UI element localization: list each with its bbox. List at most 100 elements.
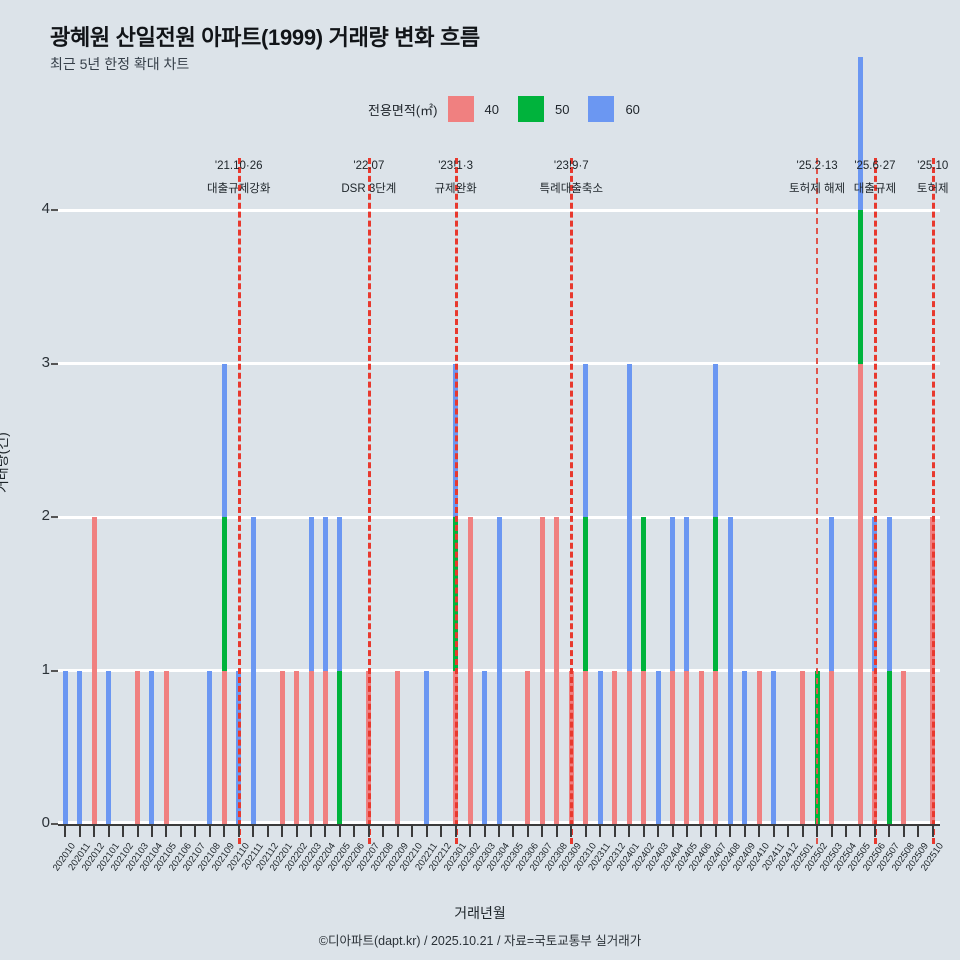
y-axis-title: 거래량(건) (0, 432, 10, 493)
bar-202203-40[interactable] (308, 670, 314, 824)
bar-202204-40[interactable] (322, 670, 328, 824)
event-date-202510: '25.10 (917, 160, 949, 172)
bar-202311-60[interactable] (597, 670, 603, 824)
x-tick-202308 (555, 824, 558, 837)
bar-202401-40[interactable] (626, 670, 632, 824)
bar-202209-40[interactable] (395, 670, 401, 824)
bar-202104-60[interactable] (149, 670, 155, 824)
event-date-202207: '22.07 (353, 160, 385, 172)
x-tick-202106 (179, 824, 182, 837)
x-tick-202508 (902, 824, 905, 837)
gridline-3 (58, 362, 940, 365)
bar-202402-50[interactable] (641, 517, 647, 671)
bar-202111-60[interactable] (250, 517, 256, 824)
legend-item-40[interactable]: 40 (447, 96, 512, 122)
event-label-202207: DSR 3단계 (341, 183, 397, 195)
x-tick-202107 (194, 824, 197, 837)
event-line-202506 (873, 158, 877, 844)
bar-202204-60[interactable] (322, 517, 328, 671)
bar-202505-50[interactable] (857, 210, 863, 364)
bar-202508-40[interactable] (901, 670, 907, 824)
bar-202407-40[interactable] (713, 670, 719, 824)
bar-202405-40[interactable] (684, 670, 690, 824)
footer-credit: ©디아파트(dapt.kr) / 2025.10.21 / 자료=국토교통부 실… (318, 934, 642, 948)
bar-202109-40[interactable] (221, 670, 227, 824)
bar-202109-60[interactable] (221, 363, 227, 517)
bar-202403-60[interactable] (655, 670, 661, 824)
bar-202401-60[interactable] (626, 363, 632, 671)
x-tick-202412 (787, 824, 790, 837)
bar-202201-40[interactable] (279, 670, 285, 824)
bar-202503-40[interactable] (829, 670, 835, 824)
x-tick-202012 (93, 824, 96, 837)
bar-202501-40[interactable] (800, 670, 806, 824)
bar-202406-40[interactable] (698, 670, 704, 824)
bar-202404-40[interactable] (670, 670, 675, 824)
page-title: 광혜원 산일전원 아파트(1999) 거래량 변화 흐름 (50, 25, 480, 50)
x-tick-202503 (830, 824, 833, 837)
x-tick-202101 (107, 824, 110, 837)
bar-202109-50[interactable] (221, 517, 227, 671)
bar-202404-60[interactable] (670, 517, 675, 671)
x-axis-title: 거래년월 (454, 905, 506, 921)
bar-202407-50[interactable] (713, 517, 719, 671)
bar-202205-60[interactable] (337, 517, 343, 671)
bar-202302-40[interactable] (467, 517, 473, 824)
x-tick-202312 (613, 824, 616, 837)
bar-202011-60[interactable] (77, 670, 83, 824)
bar-202402-40[interactable] (641, 670, 647, 824)
bar-202308-40[interactable] (554, 517, 560, 824)
bar-202108-60[interactable] (207, 670, 213, 824)
bar-202012-40[interactable] (91, 517, 97, 824)
bar-202310-60[interactable] (583, 363, 589, 517)
y-tick-label-1: 1 (41, 660, 50, 678)
bar-202410-40[interactable] (756, 670, 762, 824)
bar-202408-60[interactable] (727, 517, 733, 824)
x-tick-202105 (165, 824, 168, 837)
bar-202411-60[interactable] (771, 670, 777, 824)
x-tick-202102 (122, 824, 125, 837)
bar-202203-60[interactable] (308, 517, 314, 671)
bar-202505-60[interactable] (857, 56, 863, 210)
y-tick-label-0: 0 (41, 814, 50, 831)
bar-202503-60[interactable] (829, 517, 835, 671)
bar-202310-50[interactable] (583, 517, 589, 671)
bar-202105-40[interactable] (163, 670, 169, 824)
bar-202307-40[interactable] (539, 517, 545, 824)
bar-202306-40[interactable] (525, 670, 531, 824)
x-tick-202409 (743, 824, 746, 837)
x-tick-202202 (295, 824, 298, 837)
x-tick-202407 (714, 824, 717, 837)
x-tick-202206 (353, 824, 356, 837)
bar-202405-60[interactable] (684, 517, 690, 671)
bar-202507-50[interactable] (886, 670, 892, 824)
bar-202507-60[interactable] (886, 517, 892, 671)
x-tick-202506 (873, 824, 876, 837)
x-tick-202306 (526, 824, 529, 837)
bar-202205-50[interactable] (337, 670, 343, 824)
x-tick-202207 (367, 824, 370, 837)
bar-202312-40[interactable] (612, 670, 618, 824)
x-tick-202301 (454, 824, 457, 837)
bar-202101-60[interactable] (106, 670, 112, 824)
legend-item-50[interactable]: 50 (517, 96, 582, 122)
bar-202304-60[interactable] (496, 517, 502, 824)
x-tick-202104 (150, 824, 153, 837)
bar-202103-40[interactable] (135, 670, 141, 824)
legend-item-60[interactable]: 60 (588, 96, 652, 122)
x-tick-202108 (208, 824, 211, 837)
x-tick-202103 (136, 824, 139, 837)
bar-202409-60[interactable] (742, 670, 748, 824)
legend-label-40: 40 (484, 101, 499, 117)
gridline-4 (58, 208, 940, 212)
bar-202505-40[interactable] (857, 363, 863, 824)
bar-202202-40[interactable] (294, 670, 300, 824)
bar-202407-60[interactable] (713, 363, 719, 517)
x-tick-202111 (252, 824, 255, 837)
event-line-202502 (816, 158, 819, 844)
x-tick-202307 (541, 824, 544, 837)
bar-202310-40[interactable] (583, 670, 589, 824)
bar-202211-60[interactable] (424, 670, 430, 824)
bar-202303-60[interactable] (482, 670, 488, 824)
bar-202010-60[interactable] (62, 670, 68, 824)
